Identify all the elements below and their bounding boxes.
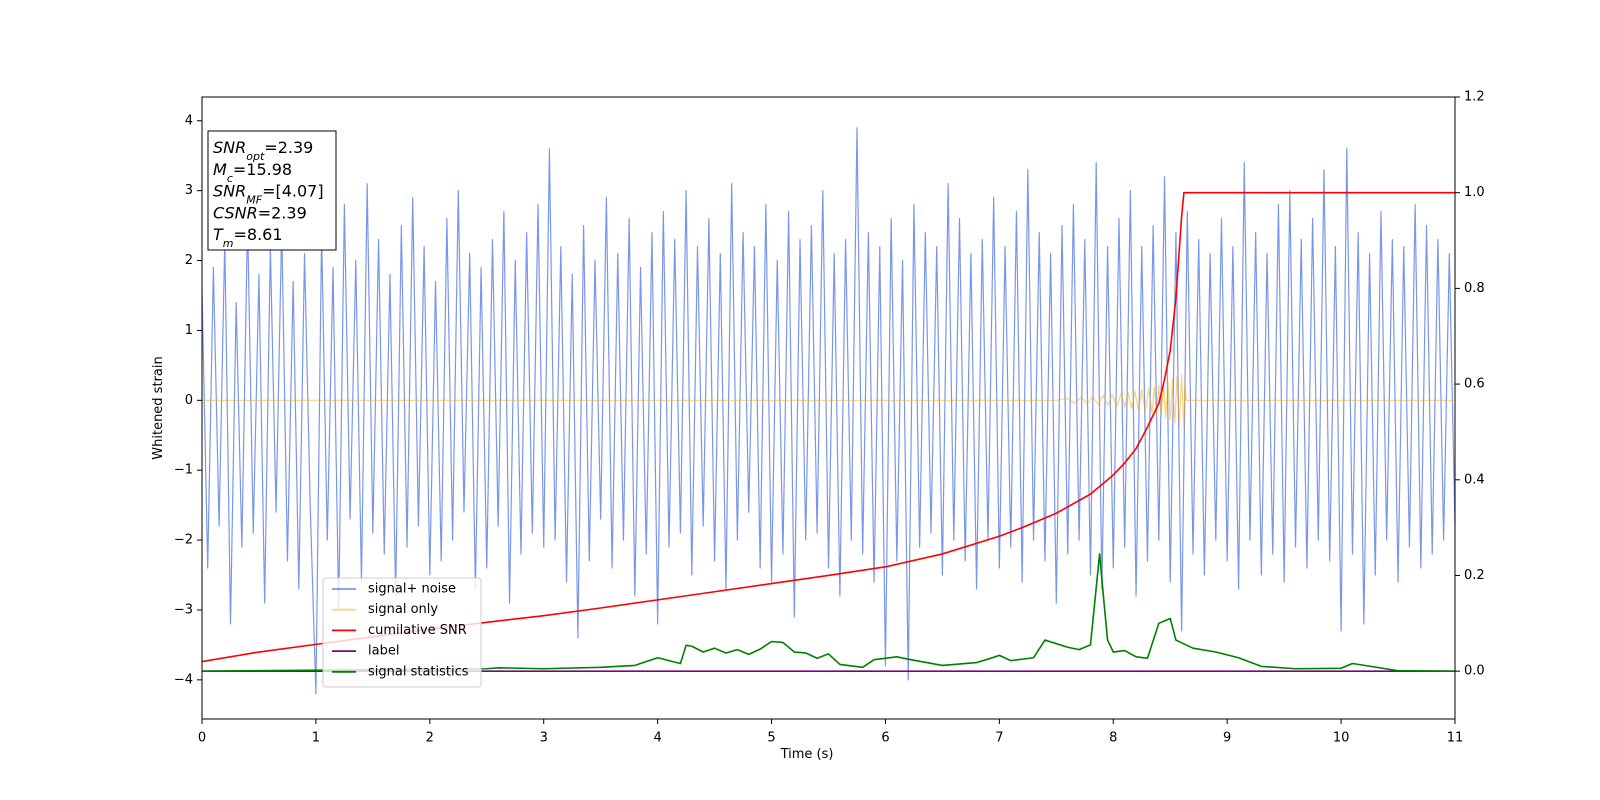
annotation-value: =15.98: [233, 160, 292, 179]
annotation-value: =2.39: [258, 203, 307, 222]
annotation-subscript: m: [223, 237, 234, 250]
y-tick-label: −1: [174, 463, 193, 478]
axes-frame: [201, 96, 1456, 720]
x-tick-label: 5: [767, 731, 775, 746]
annotation-line: SNRMF=[4.07]: [213, 182, 324, 207]
x-tick-label: 4: [653, 731, 661, 746]
y2-tick-label: 0.4: [1464, 472, 1485, 487]
legend-label: label: [368, 644, 399, 659]
legend-label: signal only: [368, 602, 438, 617]
series-line: [202, 373, 1455, 429]
annotation-value: =[4.07]: [262, 182, 324, 201]
y-tick-label: −2: [174, 533, 193, 548]
legend: [322, 577, 482, 688]
y2-tick-label: 0.2: [1464, 568, 1485, 583]
annotation-symbol: SNR: [213, 138, 246, 157]
annotation-subscript: opt: [246, 150, 265, 163]
y-tick-label: 3: [185, 183, 193, 198]
series-line: [202, 553, 1455, 672]
annotation-value: =2.39: [264, 138, 313, 157]
y-tick-label: −3: [174, 602, 193, 617]
annotation-symbol: M: [213, 160, 227, 179]
x-tick-label: 7: [995, 731, 1003, 746]
annotation-subscript: MF: [246, 193, 262, 206]
x-tick-label: 0: [198, 731, 206, 746]
x-tick-label: 3: [540, 731, 548, 746]
y-tick-label: 2: [185, 253, 193, 268]
x-tick-label: 8: [1109, 731, 1117, 746]
legend-label: signal+ noise: [368, 582, 456, 597]
y2-tick-label: 1.2: [1464, 90, 1485, 105]
series-line: [202, 127, 1455, 695]
annotation-subscript: c: [227, 171, 233, 184]
annotation-box: [207, 130, 337, 251]
annotation-symbol: CSNR: [213, 203, 258, 222]
annotation-line: CSNR=2.39: [213, 203, 307, 222]
y-tick-label: 4: [185, 113, 193, 128]
y-tick-label: −4: [174, 672, 193, 687]
x-tick-label: 9: [1223, 731, 1231, 746]
annotation-symbol: T: [213, 225, 224, 244]
y2-tick-label: 0.6: [1464, 377, 1485, 392]
annotation-line: Tm=8.61: [213, 225, 283, 250]
y2-tick-label: 0.0: [1464, 664, 1485, 679]
x-tick-label: 6: [881, 731, 889, 746]
x-tick-label: 2: [426, 731, 434, 746]
y-axis-label: Whitened strain: [151, 356, 166, 459]
y-tick-label: 0: [185, 393, 193, 408]
legend-label: cumilative SNR: [368, 623, 467, 638]
annotation-line: Mc=15.98: [213, 160, 292, 185]
y2-tick-label: 1.0: [1464, 185, 1485, 200]
x-tick-label: 10: [1333, 731, 1350, 746]
x-axis-label: Time (s): [780, 747, 834, 762]
annotation-line: SNRopt=2.39: [213, 138, 313, 163]
legend-label: signal statistics: [368, 664, 469, 679]
x-tick-label: 11: [1447, 731, 1464, 746]
annotation-value: =8.61: [234, 225, 283, 244]
y2-tick-label: 0.8: [1464, 281, 1485, 296]
annotation-symbol: SNR: [213, 182, 246, 201]
x-tick-label: 1: [312, 731, 320, 746]
y-tick-label: 1: [185, 323, 193, 338]
